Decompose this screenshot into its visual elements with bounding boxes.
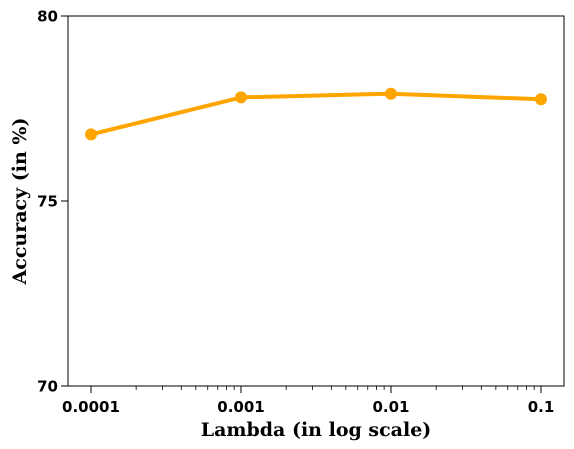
y-tick-label: 80	[37, 8, 58, 26]
x-tick-label: 0.1	[528, 398, 555, 416]
series-line	[89, 91, 543, 137]
y-axis-title: Accuracy (in %)	[9, 118, 31, 286]
x-tick-label: 0.0001	[62, 398, 120, 416]
x-ticks: 0.0001 0.001 0.01 0.1	[62, 386, 554, 416]
data-point	[85, 128, 97, 141]
series-layer	[85, 87, 547, 141]
data-point	[235, 91, 247, 104]
data-point	[535, 93, 547, 106]
x-minor-ticks	[135, 386, 535, 390]
x-axis-title: Lambda (in log scale)	[201, 419, 432, 441]
data-point	[385, 87, 397, 100]
x-tick-label: 0.001	[217, 398, 264, 416]
x-tick-label: 0.01	[372, 398, 409, 416]
y-tick-label: 70	[37, 378, 58, 396]
y-tick-label: 75	[37, 193, 58, 211]
y-ticks: 70 75 80	[37, 8, 68, 396]
plot-frame	[67, 15, 565, 387]
